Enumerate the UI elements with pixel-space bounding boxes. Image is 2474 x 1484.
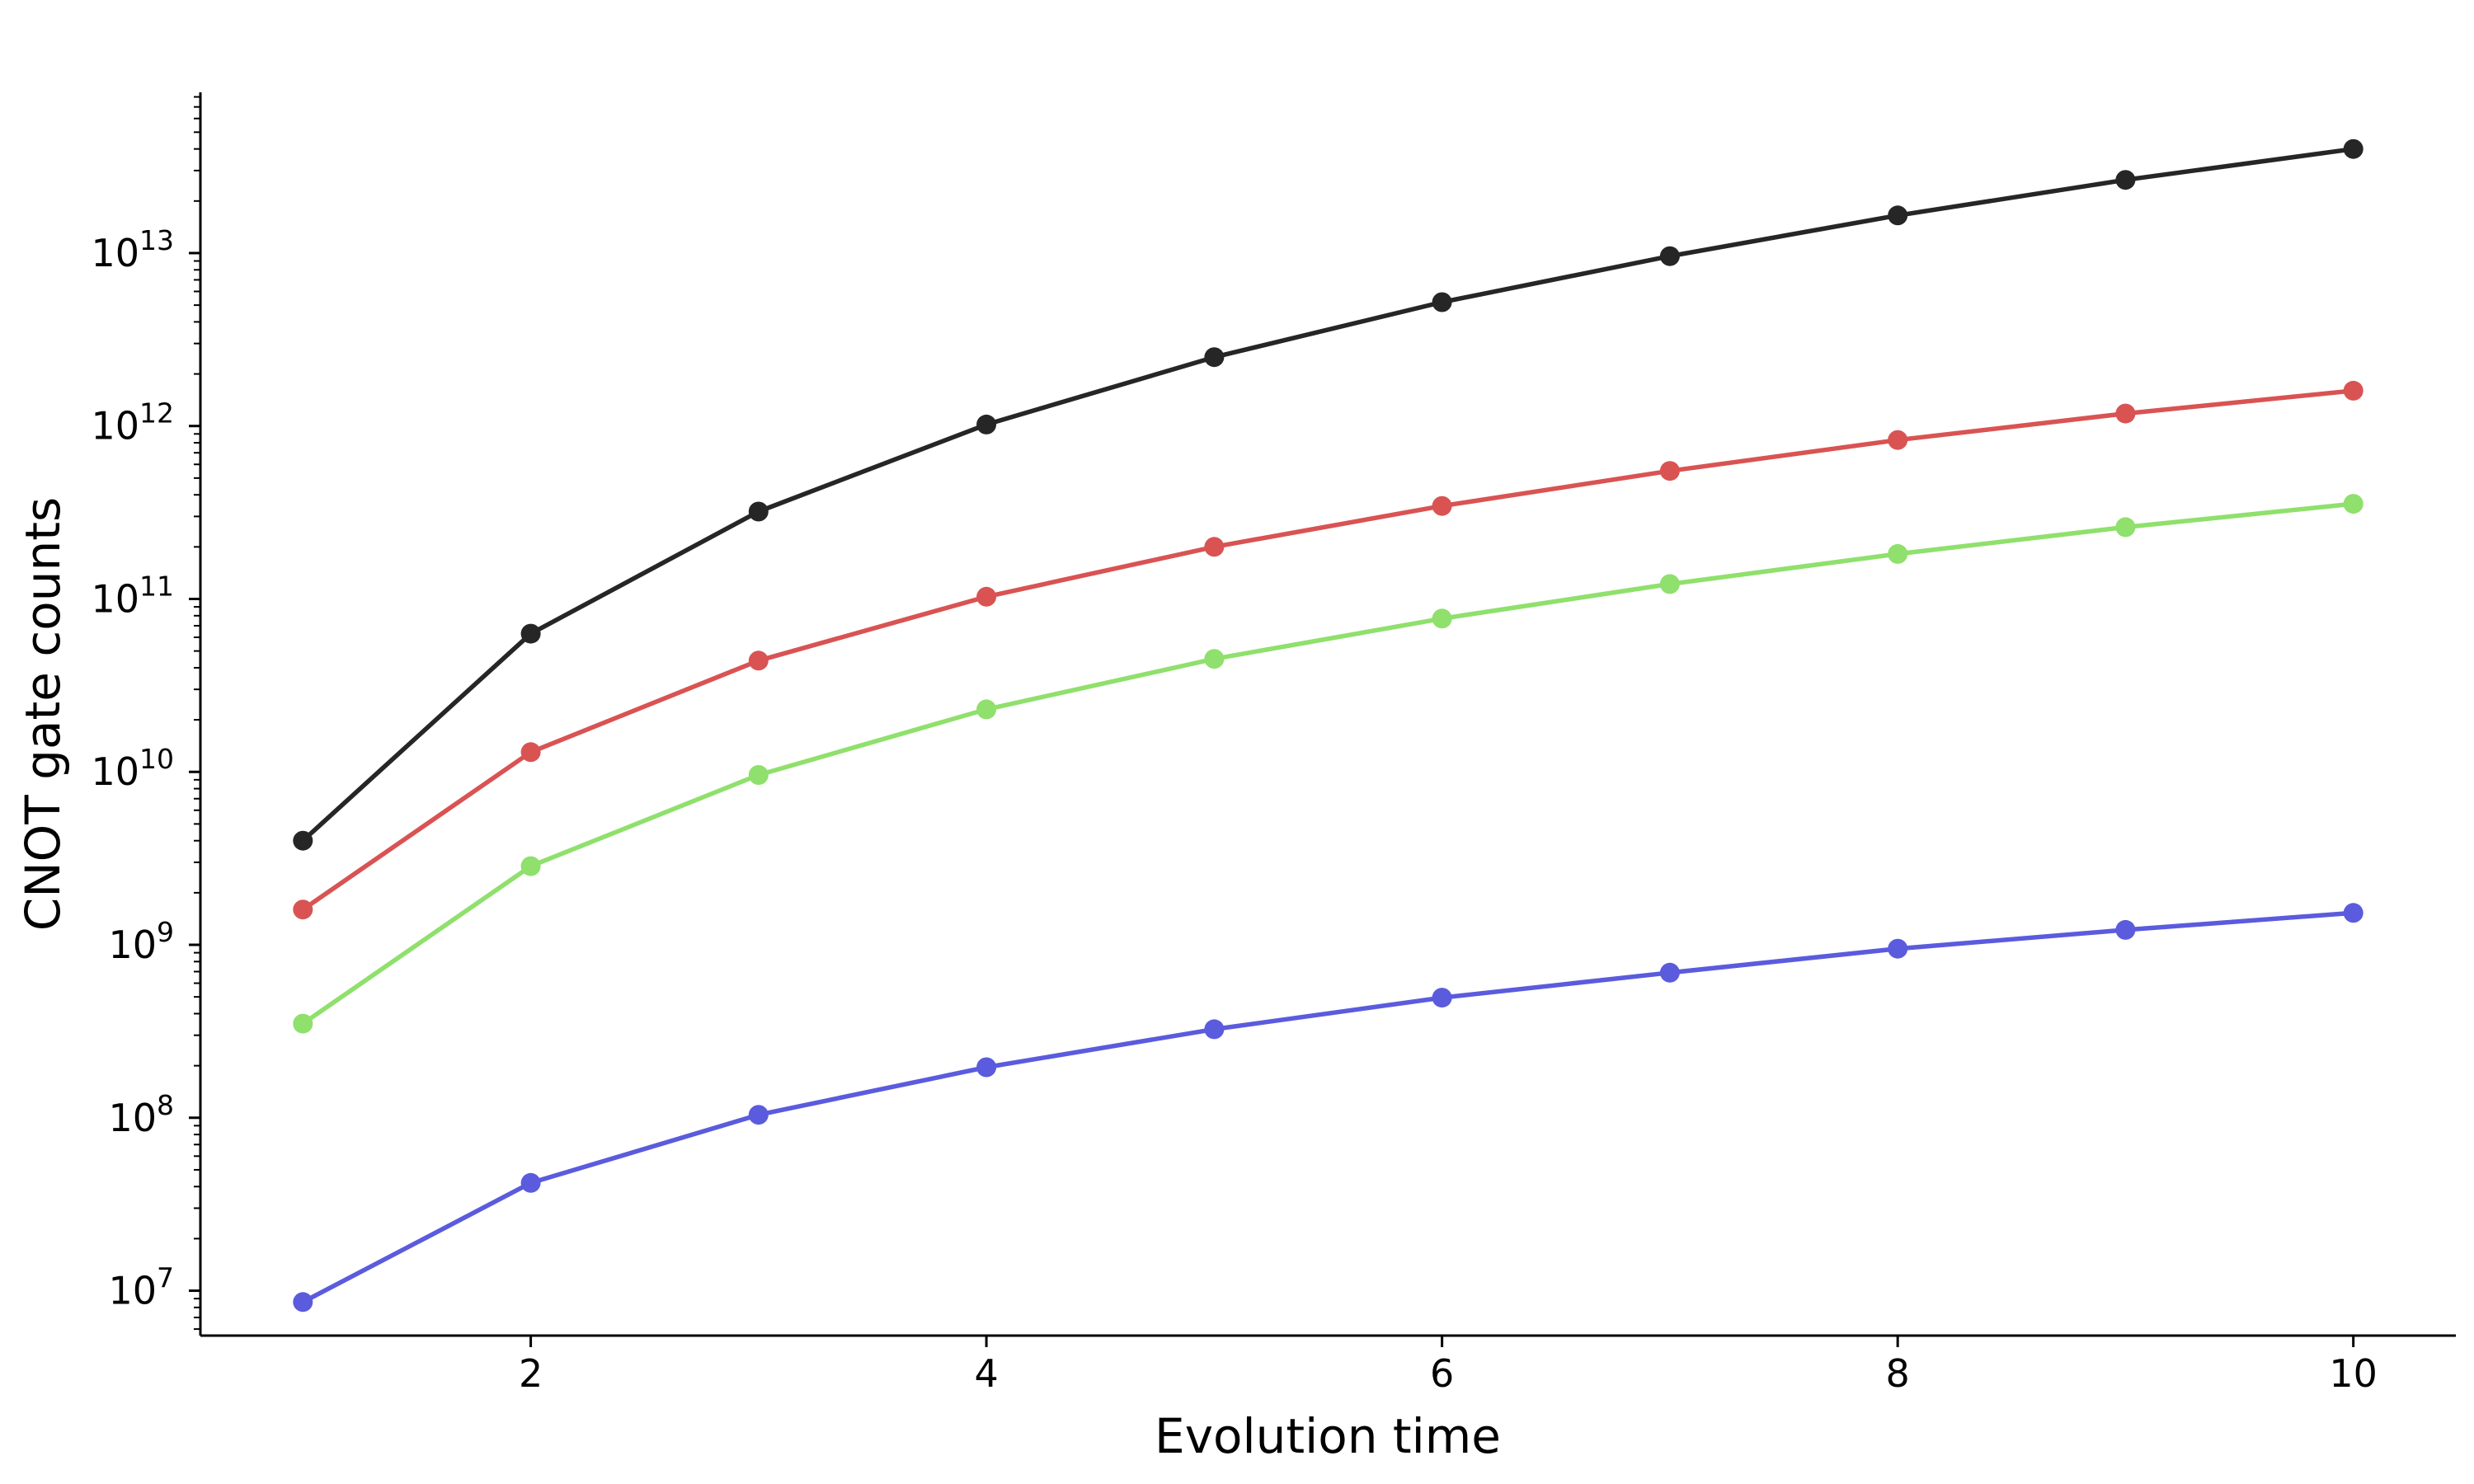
- series-1-point: [748, 501, 769, 522]
- series-2-point: [1204, 537, 1225, 557]
- series-2-point: [520, 742, 541, 763]
- series-3-point: [1659, 574, 1680, 594]
- series-1-point: [1204, 347, 1225, 368]
- series-4-line: [300, 910, 2356, 1305]
- series-2-point: [293, 899, 313, 920]
- series-3-point: [976, 699, 997, 720]
- y-ticks: 107 108 109 1010 1011 1012 1013: [91, 96, 200, 1331]
- series-2-line: [300, 388, 2356, 912]
- series-2-point: [1432, 495, 1452, 516]
- series-1: [293, 139, 2363, 851]
- x-ticks: 2 4 6 8 10: [519, 1336, 2378, 1396]
- y-tick-label: 1012: [91, 397, 174, 448]
- series-1-line: [300, 146, 2356, 843]
- series-2-point: [1659, 461, 1680, 481]
- axes: [199, 92, 2456, 1337]
- y-tick-label: 109: [108, 916, 174, 967]
- series-1-point: [293, 830, 313, 851]
- series-4-point: [520, 1172, 541, 1193]
- series-2-point: [2115, 403, 2136, 424]
- series-1-point: [976, 414, 997, 434]
- series-4-point: [1432, 988, 1452, 1008]
- series-3-point: [2115, 517, 2136, 538]
- series-3-point: [1204, 649, 1225, 669]
- series-1-point: [1888, 205, 1908, 226]
- series-1-point: [2115, 170, 2136, 190]
- series-2-point: [748, 650, 769, 671]
- series-4-point: [976, 1057, 997, 1078]
- series-3-point: [293, 1013, 313, 1034]
- series-1-point: [520, 623, 541, 644]
- y-tick-label: 108: [108, 1089, 174, 1140]
- series-3-line: [300, 501, 2356, 1026]
- series-4-point: [2115, 919, 2136, 940]
- series-4-point: [293, 1292, 313, 1313]
- series-3-point: [520, 856, 541, 876]
- series-4-point: [1204, 1019, 1225, 1040]
- series-1-point: [1432, 292, 1452, 312]
- y-axis-title: CNOT gate counts: [15, 497, 71, 931]
- x-tick-label: 8: [1886, 1351, 1910, 1396]
- y-tick-label: 1010: [91, 743, 174, 794]
- series-2-point: [976, 586, 997, 607]
- y-tick-label: 1013: [91, 224, 174, 275]
- series-3-point: [2343, 494, 2363, 514]
- series-4-point: [1888, 938, 1908, 959]
- plot-area: [293, 139, 2363, 1313]
- x-axis-title: Evolution time: [1155, 1408, 1501, 1464]
- x-tick-label: 6: [1430, 1351, 1454, 1396]
- y-tick-label: 1011: [91, 570, 174, 621]
- series-4: [293, 903, 2363, 1313]
- series-3-point: [748, 765, 769, 785]
- x-tick-label: 2: [519, 1351, 543, 1396]
- series-3-point: [1888, 543, 1908, 564]
- series-1-point: [2343, 139, 2363, 159]
- series-2-point: [2343, 380, 2363, 401]
- series-4-point: [1659, 962, 1680, 983]
- x-tick-label: 10: [2329, 1351, 2378, 1396]
- series-1-point: [1659, 246, 1680, 266]
- series-2-point: [1888, 430, 1908, 450]
- y-tick-label: 107: [108, 1262, 174, 1313]
- x-tick-label: 4: [974, 1351, 998, 1396]
- series-4-point: [748, 1105, 769, 1125]
- series-3: [293, 494, 2363, 1034]
- series-2: [293, 380, 2363, 920]
- series-4-point: [2343, 903, 2363, 923]
- series-3-point: [1432, 608, 1452, 629]
